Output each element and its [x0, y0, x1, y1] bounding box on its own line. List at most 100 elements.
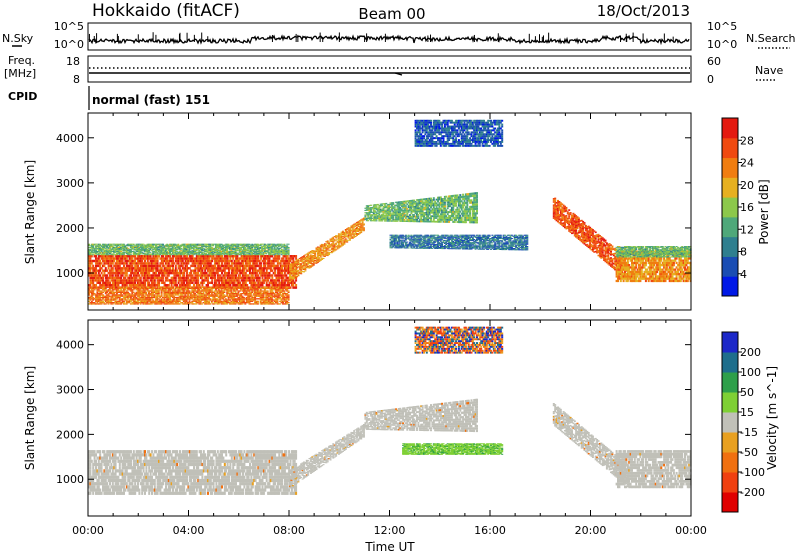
echo-cell [113, 295, 116, 297]
echo-cell [216, 284, 219, 287]
echo-cell [131, 289, 134, 291]
echo-cell [278, 255, 281, 258]
echo-cell [460, 208, 463, 211]
echo-cell [159, 262, 162, 265]
echo-cell [163, 284, 166, 287]
echo-cell [251, 279, 254, 282]
echo-cell [233, 281, 236, 284]
echo-cell [104, 300, 107, 302]
echo-cell [92, 287, 95, 290]
echo-cell [253, 271, 256, 275]
echo-cell [113, 257, 116, 260]
echo-cell [89, 291, 92, 293]
echo-cell [113, 291, 116, 293]
echo-cell [141, 262, 144, 265]
echo-cell [271, 279, 274, 282]
echo-cell [97, 269, 100, 272]
echo-cell [288, 279, 291, 282]
echo-cell [225, 271, 228, 275]
echo-cell [283, 264, 286, 268]
echo-cell [159, 302, 162, 304]
echo-cell [141, 287, 143, 290]
echo-cell [174, 279, 177, 282]
echo-cell [130, 264, 132, 268]
echo-cell [230, 267, 233, 270]
echo-cell [443, 207, 446, 210]
echo-cell [160, 286, 163, 288]
echo-cell [102, 289, 104, 291]
echo-cell [243, 257, 246, 260]
echo-cell [125, 262, 128, 265]
echo-cell [177, 264, 180, 268]
echo-cell [97, 294, 100, 296]
echo-cell [233, 279, 236, 282]
echo-cell [170, 279, 173, 282]
echo-cell [115, 298, 118, 300]
echo-cell [111, 296, 114, 299]
echo-cell [99, 298, 102, 300]
echo-cell [204, 269, 207, 272]
echo-cell [175, 291, 178, 293]
echo-cell [181, 294, 184, 296]
echo-cell [108, 302, 111, 304]
echo-cell [272, 281, 275, 284]
echo-cell [281, 259, 284, 263]
echo-cell [201, 257, 204, 260]
echo-cell [125, 286, 128, 288]
echo-cell [97, 299, 100, 301]
echo-cell [236, 295, 238, 297]
echo-cell [173, 289, 176, 291]
echo-cell [177, 255, 180, 258]
echo-cell [255, 286, 258, 288]
echo-cell [156, 291, 159, 293]
echo-cell [219, 279, 222, 282]
echo-cell [90, 286, 93, 288]
echo-cell [244, 286, 247, 288]
echo-cell [190, 259, 193, 263]
echo-cell [179, 267, 181, 270]
echo-cell [122, 291, 125, 293]
echo-cell [144, 271, 146, 275]
echo-cell [134, 298, 137, 300]
echo-cell [427, 218, 430, 221]
echo-cell [135, 296, 138, 299]
echo-cell [141, 264, 144, 268]
echo-cell [156, 289, 159, 291]
echo-cell [89, 274, 92, 277]
echo-cell [117, 290, 120, 292]
echo-cell [286, 303, 289, 305]
echo-cell [253, 267, 256, 270]
echo-cell [276, 271, 279, 275]
echo-cell [222, 274, 225, 277]
echo-cell [283, 281, 286, 284]
echo-cell [171, 293, 174, 295]
echo-cell [211, 264, 214, 268]
echo-cell [244, 257, 247, 260]
echo-cell [227, 298, 230, 300]
echo-cell [264, 257, 267, 260]
echo-cell [242, 257, 244, 260]
echo-cell [122, 286, 125, 288]
echo-cell [283, 274, 286, 277]
echo-cell [124, 293, 127, 295]
echo-cell [116, 276, 118, 280]
echo-cell [131, 279, 134, 282]
echo-cell [171, 290, 174, 292]
echo-cell [111, 293, 114, 295]
echo-cell [177, 267, 180, 270]
echo-cell [197, 281, 200, 284]
echo-cell [293, 286, 296, 289]
echo-cell [187, 262, 190, 265]
echo-cell [165, 271, 167, 275]
echo-cell [229, 264, 232, 268]
echo-cell [240, 279, 243, 282]
echo-cell [235, 262, 237, 265]
echo-cell [122, 300, 125, 302]
echo-cell [164, 291, 167, 293]
echo-cell [159, 269, 162, 272]
echo-cell [121, 299, 124, 301]
echo-cell [99, 302, 102, 304]
echo-cell [156, 262, 159, 265]
echo-cell [236, 257, 239, 260]
echo-cell [268, 281, 271, 284]
